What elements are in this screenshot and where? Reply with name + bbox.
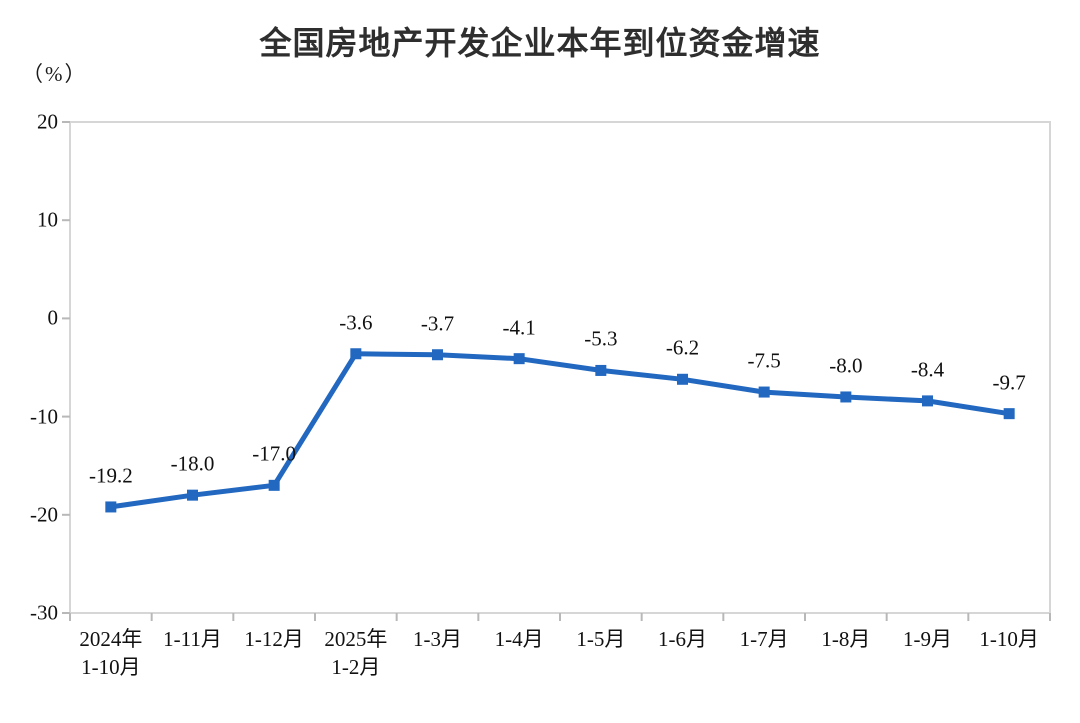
data-point-marker (105, 501, 117, 513)
data-point-marker (840, 391, 852, 403)
data-point-marker (922, 395, 933, 407)
data-point-marker (1003, 408, 1015, 420)
data-point-marker (187, 489, 198, 501)
data-point-marker (432, 349, 443, 361)
data-point-marker (513, 353, 525, 365)
y-axis-unit-label: （%） (22, 62, 88, 86)
chart-title: 全国房地产开发企业本年到位资金增速 (259, 25, 821, 61)
data-point-marker (350, 348, 362, 360)
data-point-marker (677, 373, 688, 385)
data-point-marker (758, 386, 770, 398)
plot-border (69, 121, 1051, 614)
trend-line (108, 351, 1012, 510)
data-point-marker (268, 479, 280, 491)
data-point-marker (595, 364, 607, 376)
